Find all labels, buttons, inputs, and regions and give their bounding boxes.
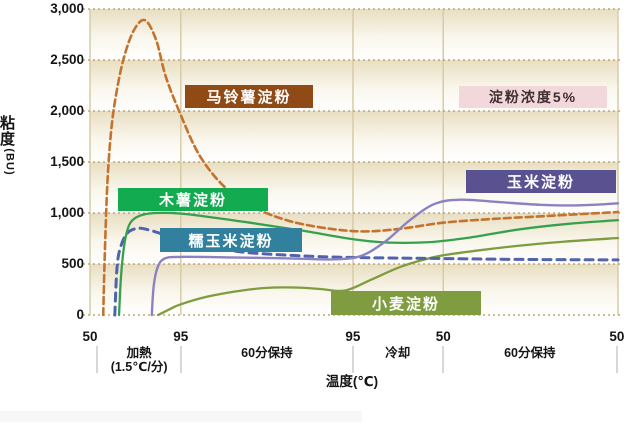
y-axis-title-text: 粘度 [0,115,16,148]
y-axis-tick-label: 0 [76,307,84,322]
x-axis-tick-label: 95 [345,329,361,344]
series-label-tapioca-starch: 木薯淀粉 [118,188,268,211]
y-axis-tick-label: 3,000 [50,1,84,16]
series-label-waxy-corn-starch: 糯玉米淀粉 [160,228,302,252]
x-axis-tick-label: 95 [173,329,189,344]
phase-label-text: 60分保持 [504,346,556,360]
phase-separator-bar [351,346,354,373]
y-axis-tick-label: 2,000 [50,103,84,118]
phase-sublabel-text: (1.5℃/分) [110,360,168,374]
y-axis-tick-label: 1,000 [50,205,84,220]
y-axis-tick-label: 500 [61,256,84,271]
phase-label-text: 冷却 [385,346,411,360]
series-label-corn-starch: 玉米淀粉 [466,170,616,193]
phase-separator-bar [615,346,618,373]
phase-label: 冷却 [385,346,410,360]
x-axis-title: 温度(℃) [325,374,379,389]
phase-label: 60分保持 [504,346,555,360]
x-axis-tick-label: 50 [82,329,98,344]
series-label-potato-starch: 马铃薯淀粉 [185,85,313,108]
footer-strip [0,411,362,422]
x-axis-tick-label: 50 [609,329,625,344]
phase-label-text: 60分保持 [241,346,293,360]
y-axis-tick-label: 2,500 [50,52,84,67]
phase-label: 加熱 (1.5℃/分) [111,346,168,374]
y-axis-tick-label: 1,500 [50,154,84,169]
x-axis-tick-label: 50 [435,329,451,344]
phase-label-text: 加熱 [126,346,152,360]
phase-separator-bar [95,346,98,373]
y-axis-title: 粘度 (BU) [0,115,20,176]
phase-separator-bar [179,346,182,373]
phase-separator-bar [442,346,445,373]
concentration-note: 淀粉浓度5% [459,86,607,108]
phase-label: 60分保持 [241,346,292,360]
series-label-wheat-starch: 小麦淀粉 [331,291,481,315]
